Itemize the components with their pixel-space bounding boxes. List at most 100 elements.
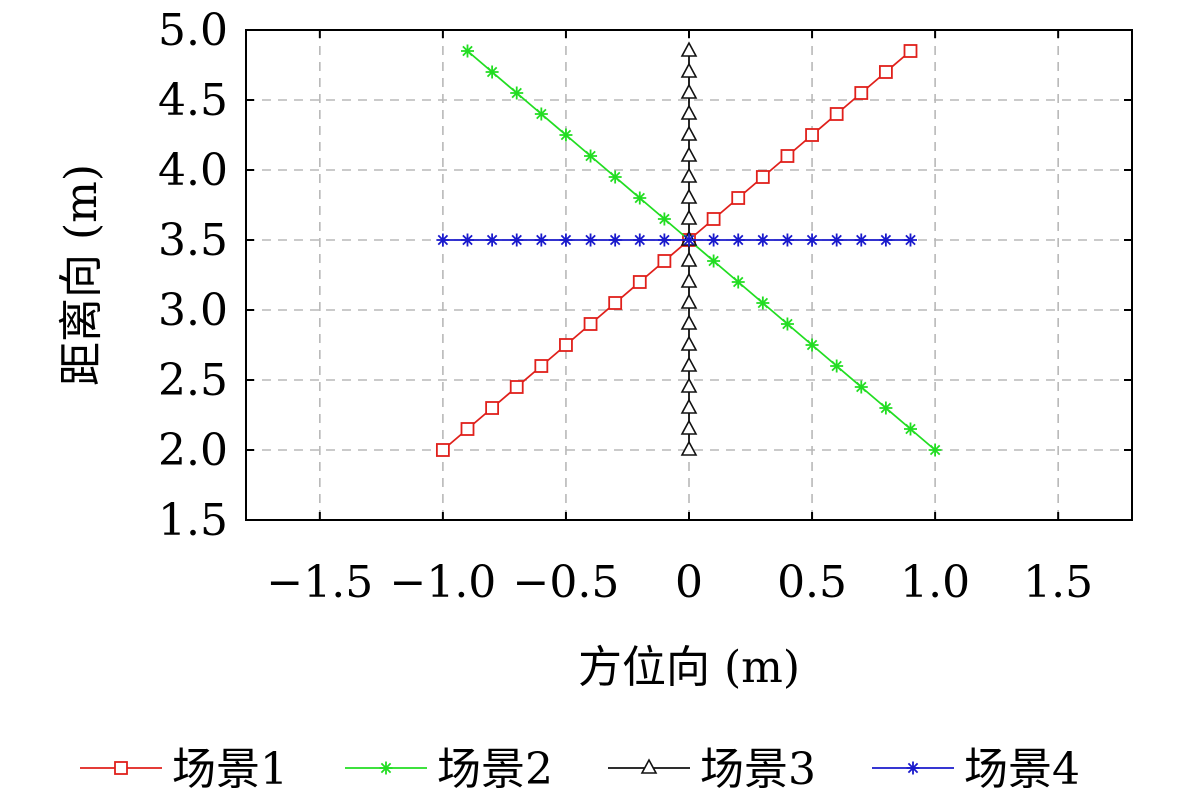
series-2-point (904, 422, 917, 436)
series-3-point (680, 251, 698, 267)
series-1-point (559, 338, 573, 352)
x-tick-label: −0.5 (513, 557, 620, 608)
series-4-point (584, 233, 598, 247)
legend-label: 场景4 (964, 744, 1080, 795)
x-tick-label: −1.5 (266, 557, 373, 608)
series-2-point (584, 149, 598, 163)
series-1-point (755, 170, 770, 184)
series-2-point (485, 65, 499, 79)
legend-label: 场景2 (437, 744, 553, 795)
legend-item-2: 场景2 (345, 744, 553, 795)
series-2-point (461, 44, 474, 58)
series-4-point (657, 233, 671, 247)
series-3-point (680, 41, 698, 57)
series-1-point (435, 443, 450, 457)
series-4-point (854, 233, 868, 247)
series-1-point (805, 128, 819, 142)
series-2-point (854, 380, 868, 394)
series-1-point (780, 149, 795, 163)
series-1-point (706, 212, 721, 226)
series-4-point (461, 233, 474, 247)
series-4-point (707, 233, 721, 247)
series-2-point (657, 212, 671, 226)
series-3-point (680, 104, 698, 120)
legend-label: 场景3 (700, 744, 816, 795)
y-tick-label: 2.5 (158, 355, 228, 406)
y-tick-label: 2.0 (158, 425, 228, 476)
series-1-point (485, 401, 500, 415)
series-4-point (436, 233, 450, 247)
legend-label: 场景1 (172, 744, 288, 795)
legend-item-1: 场景1 (80, 744, 288, 795)
series-2-point (707, 254, 721, 268)
series-4-point (805, 233, 819, 247)
y-axis-ticks: 1.5 2.0 2.5 3.0 3.5 4.0 4.5 5.0 (158, 5, 1132, 546)
series-4-point (830, 233, 844, 247)
series-3-point (680, 419, 698, 435)
series-2-point (756, 296, 770, 310)
series-3 (680, 41, 698, 456)
series-1-point (509, 380, 524, 394)
series-1-point (583, 317, 598, 331)
series-3-point (680, 188, 698, 204)
y-tick-label: 4.0 (158, 145, 228, 196)
series-1-point (854, 86, 869, 100)
legend-marker (906, 761, 920, 775)
series-2-point (633, 191, 647, 205)
series-2 (461, 44, 942, 457)
series-3-point (680, 209, 698, 225)
series-1-point (632, 275, 647, 289)
series-2-point (928, 443, 942, 457)
series-3-point (680, 83, 698, 99)
series-1-point (903, 44, 918, 58)
x-tick-label: 1.5 (1023, 557, 1093, 608)
series-4-point (633, 233, 647, 247)
y-tick-label: 1.5 (158, 495, 228, 546)
series-layer (435, 41, 942, 457)
series-1-point (460, 422, 475, 436)
series-4 (436, 233, 917, 247)
series-4-point (559, 233, 573, 247)
series-1-point (657, 254, 672, 268)
x-tick-label: 0.5 (777, 557, 847, 608)
series-1-point (829, 107, 844, 121)
x-tick-label: 0 (675, 557, 703, 608)
series-3-point (680, 167, 698, 183)
series-2-point (879, 401, 893, 415)
series-3-point (680, 440, 698, 456)
x-axis-title: 方位向 (m) (578, 642, 800, 693)
series-1-point (731, 191, 746, 205)
series-2-point (559, 128, 573, 142)
series-3-point (680, 272, 698, 288)
series-1-point (534, 359, 549, 373)
series-3-point (680, 146, 698, 162)
series-3-point (680, 377, 698, 393)
legend: 场景1 场景2 场景3 场景4 (80, 744, 1080, 795)
series-3-point (680, 314, 698, 330)
x-tick-label: −1.0 (389, 557, 496, 608)
series-3-point (680, 125, 698, 141)
series-2-point (510, 86, 524, 100)
series-2-point (805, 338, 819, 352)
series-4-point (510, 233, 524, 247)
series-3-point (680, 356, 698, 372)
series-4-point (608, 233, 622, 247)
y-axis-title: 距离向 (m) (56, 164, 107, 386)
series-2-point (830, 359, 844, 373)
legend-item-4: 场景4 (872, 744, 1080, 795)
series-4-point (756, 233, 770, 247)
y-tick-label: 3.5 (158, 215, 228, 266)
x-axis-ticks: −1.5 −1.0 −0.5 0 0.5 1.0 1.5 (266, 30, 1093, 608)
legend-marker (379, 761, 393, 775)
series-2-point (534, 107, 548, 121)
y-tick-label: 4.5 (158, 75, 228, 126)
series-2-point (608, 170, 622, 184)
series-1-point (878, 65, 893, 79)
legend-item-3: 场景3 (608, 744, 816, 795)
series-4-point (534, 233, 548, 247)
series-4-point (879, 233, 893, 247)
series-4-point (731, 233, 745, 247)
series-2-point (780, 317, 794, 331)
series-3-point (680, 293, 698, 309)
